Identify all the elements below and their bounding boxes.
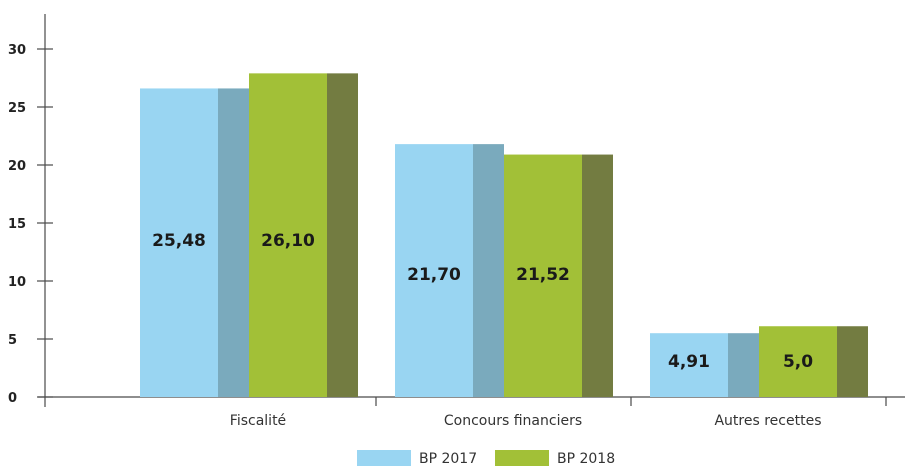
x-axis-ticks — [375, 397, 887, 406]
y-tick-label: 0 — [8, 391, 17, 406]
legend: BP 2017 BP 2018 — [357, 450, 615, 466]
bar — [504, 154, 582, 397]
y-tick-label: 15 — [8, 217, 26, 232]
x-tick-label: Concours financiers — [444, 413, 582, 429]
data-label: 5,0 — [783, 352, 813, 372]
legend-swatch — [357, 450, 411, 466]
bar-shade — [837, 326, 868, 397]
bar-shade — [473, 144, 504, 397]
y-tick-label: 25 — [8, 101, 26, 116]
bar — [140, 88, 218, 397]
legend-label: BP 2018 — [557, 451, 615, 466]
bar — [249, 73, 327, 398]
legend-label: BP 2017 — [419, 451, 477, 466]
x-tick-label: Fiscalité — [230, 413, 286, 429]
y-axis-ticks: 0 5 10 15 20 25 30 — [8, 43, 53, 406]
x-tick-label: Autres recettes — [714, 413, 821, 429]
bar — [395, 144, 473, 397]
data-label: 25,48 — [152, 231, 206, 251]
y-tick-label: 10 — [8, 275, 26, 290]
data-label: 26,10 — [261, 231, 315, 251]
bar-shade — [327, 73, 358, 398]
data-label: 21,52 — [516, 265, 570, 285]
bar-shade — [728, 333, 759, 397]
bar — [759, 326, 837, 397]
bar-shade — [582, 154, 613, 397]
y-tick-label: 5 — [8, 333, 17, 348]
legend-swatch — [495, 450, 549, 466]
category-labels: Fiscalité Concours financiers Autres recet… — [230, 413, 822, 429]
bar-shade — [218, 88, 249, 397]
bar — [650, 333, 728, 397]
bar-series — [140, 73, 868, 398]
data-label: 4,91 — [668, 352, 710, 372]
data-label: 21,70 — [407, 265, 461, 285]
y-tick-label: 20 — [8, 159, 26, 174]
y-tick-label: 30 — [8, 43, 26, 58]
data-labels: 25,48 26,10 21,70 21,52 4,91 5,0 — [152, 231, 813, 372]
